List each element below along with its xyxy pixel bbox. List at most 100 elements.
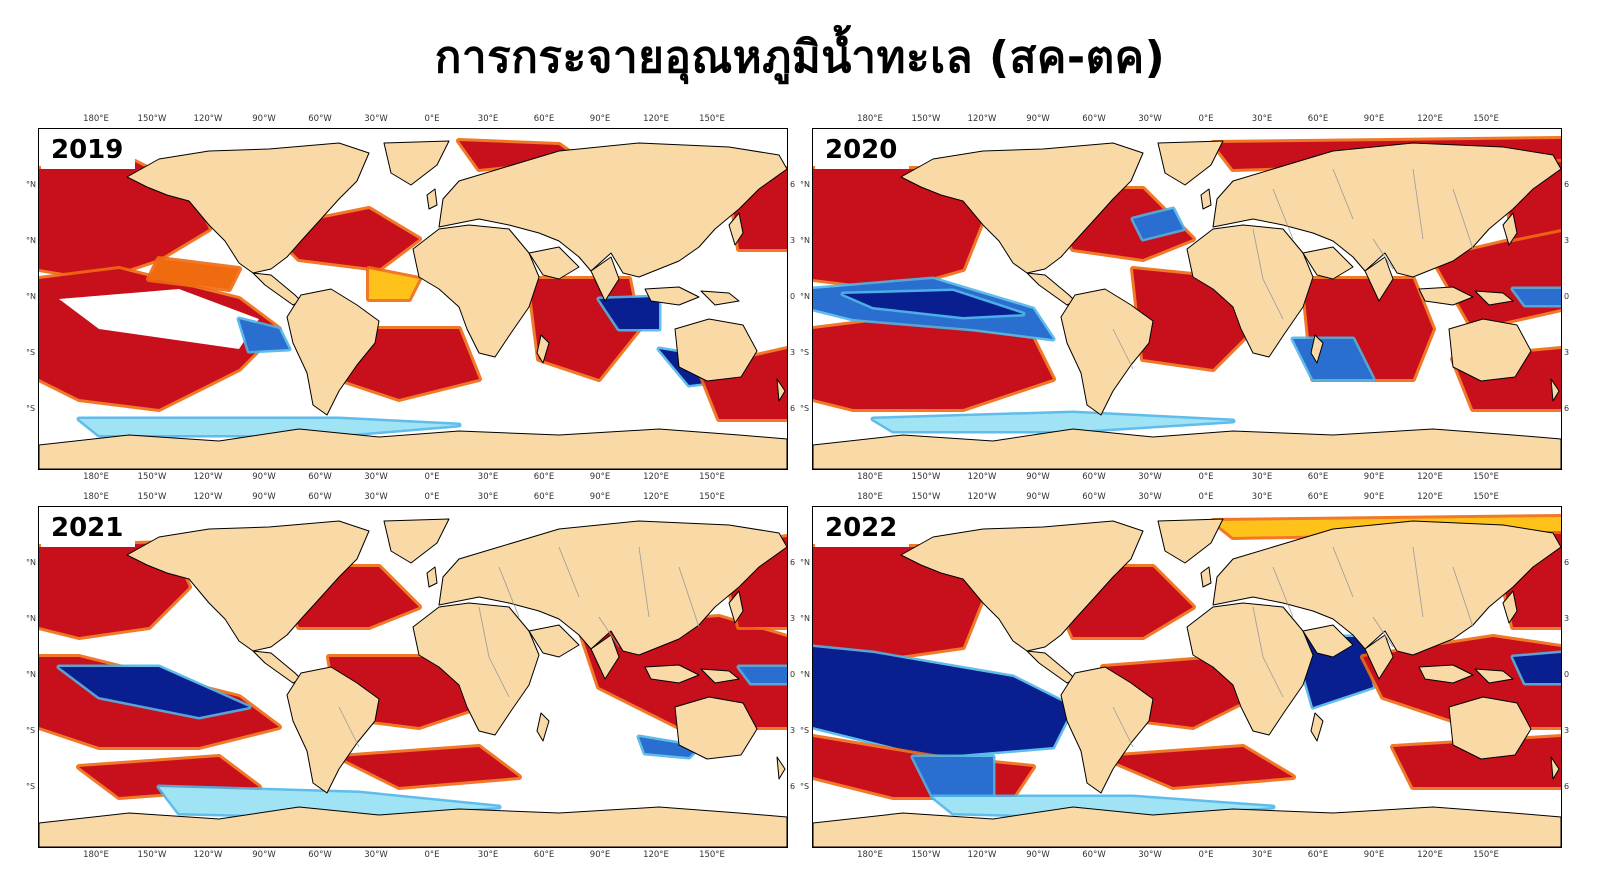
longitude-tick-label: 30°E: [477, 492, 499, 502]
longitude-tick-label: 120°E: [643, 492, 669, 502]
landmass: [528, 624, 580, 658]
longitude-tick-label: 150°W: [911, 114, 941, 124]
landmass: [644, 286, 700, 306]
landmass: [412, 602, 540, 736]
landmass: [383, 518, 450, 564]
landmass: [383, 140, 450, 186]
latitude-tick-label: 6: [1564, 180, 1570, 189]
longitude-tick-label: 120°W: [193, 114, 223, 124]
landmass: [528, 246, 580, 280]
latitude-tick-label: 3: [1564, 614, 1570, 623]
country-border: [1252, 606, 1284, 698]
landmass: [1212, 520, 1561, 656]
latitude-tick-label: 0: [1564, 670, 1570, 679]
longitude-tick-label: 90°W: [252, 472, 276, 482]
latitude-tick-label: °N: [800, 670, 810, 679]
sst-anomaly-region: [599, 297, 659, 329]
latitude-tick-label: °S: [26, 404, 36, 413]
longitude-tick-label: 0°E: [424, 472, 440, 482]
longitude-tick-label: 150°W: [137, 114, 167, 124]
sst-anomaly-region: [1393, 737, 1561, 787]
sst-map: 2019: [38, 128, 788, 470]
country-border: [638, 546, 650, 618]
longitude-tick-label: 30°W: [364, 850, 388, 860]
country-border: [478, 606, 510, 698]
landmass: [700, 290, 740, 306]
map-panel-2020: 180°E 150°W 120°W 90°W 60°W 30°W 0°E 30°E 60°E 90…: [800, 114, 1569, 484]
longitude-labels-top: 180°E 150°W 120°W 90°W 60°W 30°W 0°E 30°E 60°E 90…: [812, 114, 1562, 126]
landmass: [1310, 334, 1324, 364]
longitude-tick-label: 120°E: [1417, 492, 1443, 502]
landmass: [644, 664, 700, 684]
latitude-tick-label: °S: [26, 726, 36, 735]
longitude-tick-label: 0°E: [1198, 114, 1214, 124]
longitude-tick-label: 60°E: [1307, 114, 1329, 124]
longitude-tick-label: 120°E: [1417, 850, 1443, 860]
longitude-tick-label: 180°E: [83, 114, 109, 124]
longitude-tick-label: 150°E: [1473, 492, 1499, 502]
longitude-tick-label: 60°W: [1082, 850, 1106, 860]
longitude-tick-label: 150°E: [1473, 850, 1499, 860]
longitude-tick-label: 90°W: [252, 850, 276, 860]
latitude-tick-label: °S: [800, 348, 810, 357]
landmass: [1448, 318, 1532, 382]
latitude-tick-label: °N: [800, 180, 810, 189]
latitude-tick-label: 6: [790, 180, 796, 189]
landmass: [1302, 624, 1354, 658]
landmass: [1212, 142, 1561, 278]
map-panel-2019: 180°E 150°W 120°W 90°W 60°W 30°W 0°E 30°E 60°E 90…: [26, 114, 795, 484]
landmass: [1550, 756, 1560, 780]
longitude-tick-label: 60°E: [1307, 850, 1329, 860]
sst-anomaly-region: [159, 787, 499, 817]
latitude-tick-label: °N: [26, 558, 36, 567]
latitude-tick-label: 0: [1564, 292, 1570, 301]
longitude-tick-label: 150°E: [699, 114, 725, 124]
longitude-tick-label: 60°E: [533, 492, 555, 502]
landmass: [1157, 518, 1224, 564]
sst-anomaly-region: [813, 319, 1053, 409]
longitude-tick-label: 30°E: [1251, 850, 1273, 860]
sst-anomaly-region: [813, 547, 983, 657]
country-border: [1372, 616, 1394, 648]
landmass: [1364, 634, 1394, 680]
longitude-tick-label: 30°E: [477, 850, 499, 860]
latitude-tick-label: °S: [26, 348, 36, 357]
longitude-tick-label: 30°W: [1138, 492, 1162, 502]
sst-anomaly-map: [39, 507, 787, 847]
longitude-tick-label: 30°W: [364, 114, 388, 124]
sst-anomaly-region: [913, 757, 993, 797]
latitude-tick-label: °N: [26, 292, 36, 301]
landmass: [438, 520, 787, 656]
latitude-tick-label: °S: [800, 782, 810, 791]
landmass: [900, 142, 1144, 274]
landmass: [1302, 246, 1354, 280]
country-border: [338, 706, 360, 748]
longitude-tick-label: 180°E: [857, 850, 883, 860]
longitude-labels-top: 180°E 150°W 120°W 90°W 60°W 30°W 0°E 30°E 60°E 90…: [812, 492, 1562, 504]
longitude-tick-label: 30°W: [364, 492, 388, 502]
longitude-tick-label: 150°W: [911, 850, 941, 860]
longitude-tick-label: 60°W: [308, 114, 332, 124]
longitude-tick-label: 150°W: [137, 472, 167, 482]
sst-anomaly-region: [1133, 209, 1183, 239]
longitude-tick-label: 150°W: [911, 472, 941, 482]
landmass: [1200, 188, 1212, 210]
country-border: [1112, 706, 1134, 748]
landmass: [39, 428, 787, 469]
landmass: [1418, 286, 1474, 306]
longitude-tick-label: 90°E: [1363, 114, 1385, 124]
country-border: [1252, 228, 1284, 320]
sst-anomaly-region: [813, 169, 983, 289]
longitude-tick-label: 60°W: [1082, 472, 1106, 482]
landmass: [286, 666, 380, 794]
country-border: [498, 566, 520, 618]
landmass: [1502, 590, 1518, 624]
longitude-tick-label: 30°E: [1251, 472, 1273, 482]
longitude-tick-label: 150°E: [1473, 472, 1499, 482]
longitude-tick-label: 30°W: [364, 472, 388, 482]
country-border: [558, 546, 580, 598]
sst-anomaly-region: [79, 419, 459, 435]
sst-anomaly-region: [339, 329, 479, 399]
longitude-tick-label: 0°E: [424, 850, 440, 860]
landmass: [438, 142, 787, 278]
